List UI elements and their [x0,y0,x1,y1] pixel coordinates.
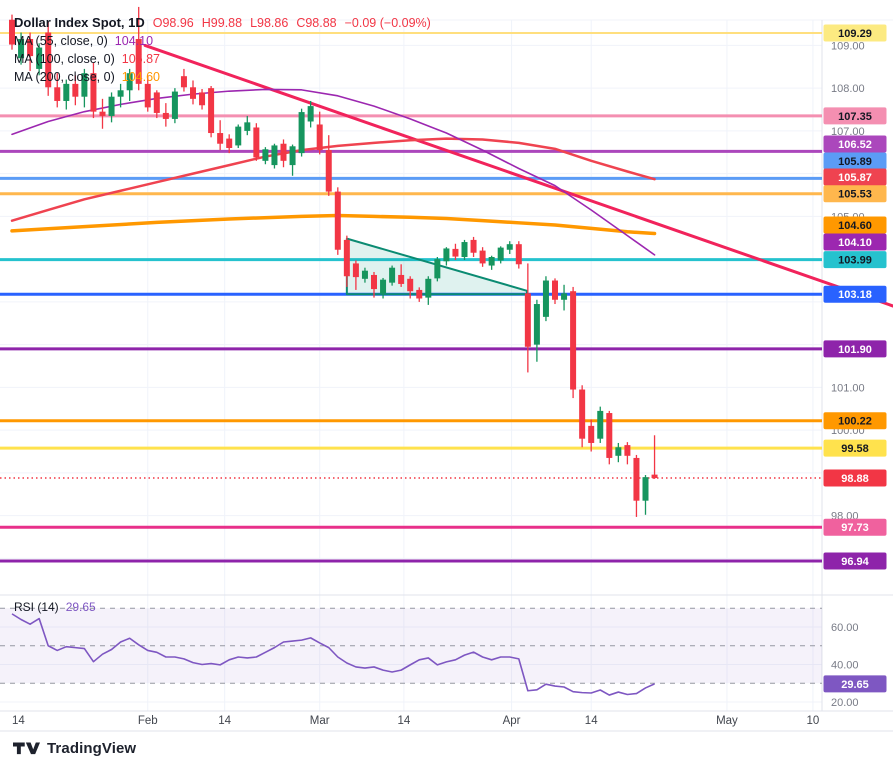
svg-text:103.18: 103.18 [838,289,872,301]
svg-text:104.60: 104.60 [838,220,872,232]
ma55-line[interactable] [11,88,656,256]
rsi-legend-row[interactable]: RSI (14) 29.65 [14,600,96,614]
price-label-99.58: 99.58 [823,439,887,457]
svg-text:105.89: 105.89 [838,156,872,168]
svg-text:101.00: 101.00 [831,382,865,394]
price-label-105.89: 105.89 [823,152,887,170]
svg-text:103.99: 103.99 [838,255,872,267]
price-label-97.73: 97.73 [823,518,887,536]
ohlc-close: C98.88 [296,16,337,30]
ohlc-open: O98.96 [152,16,194,30]
svg-text:14: 14 [397,715,410,727]
ohlc-change: −0.09 (−0.09%) [344,16,431,30]
ohlc-low: L98.86 [250,16,289,30]
ma200-line[interactable] [10,213,657,236]
rsi-pane[interactable] [0,607,822,696]
price-label-105.87: 105.87 [823,168,887,186]
svg-text:100.22: 100.22 [838,416,872,428]
svg-text:Feb: Feb [138,715,158,727]
svg-text:20.00: 20.00 [831,697,859,709]
svg-text:40.00: 40.00 [831,660,859,672]
ma200-legend-row[interactable]: MA (200, close, 0) 104.60 [14,69,431,86]
ohlc-high: H99.88 [201,16,243,30]
svg-text:May: May [716,715,738,727]
svg-text:104.10: 104.10 [838,237,872,249]
svg-text:96.94: 96.94 [841,556,869,568]
price-label-107.35: 107.35 [823,107,887,125]
candlesticks[interactable] [9,6,658,517]
svg-text:101.90: 101.90 [838,344,872,356]
svg-text:98.88: 98.88 [841,473,869,485]
grid-lines [0,20,822,711]
ma55-value: 104.10 [114,34,154,48]
svg-text:109.29: 109.29 [838,28,872,40]
symbol-ohlc-row[interactable]: Dollar Index Spot, 1D O98.96 H99.88 L98.86 C… [14,14,431,32]
svg-text:10: 10 [807,715,820,727]
rsi-value-label: 29.65 [823,675,887,693]
price-label-105.53: 105.53 [823,185,887,203]
ma200-label: MA (200, close, 0) [14,70,115,84]
price-label-104.10: 104.10 [823,233,887,251]
ma100-legend-row[interactable]: MA (100, close, 0) 105.87 [14,51,431,68]
svg-text:105.53: 105.53 [838,189,872,201]
svg-text:14: 14 [585,715,598,727]
ma55-legend-row[interactable]: MA (55, close, 0) 104.10 [14,33,431,50]
svg-text:97.73: 97.73 [841,522,869,534]
svg-text:99.58: 99.58 [841,443,869,455]
ma200-value: 104.60 [121,70,160,84]
chart-legend[interactable]: Dollar Index Spot, 1D O98.96 H99.88 L98.86 C… [14,14,431,86]
svg-text:108.00: 108.00 [831,83,865,95]
tradingview-logo-text: TradingView [47,740,137,757]
svg-text:107.35: 107.35 [838,111,872,123]
svg-text:107.00: 107.00 [831,126,865,138]
svg-text:Apr: Apr [503,715,521,727]
pane-borders [0,19,893,732]
ma100-line[interactable] [10,137,656,222]
price-label-109.29: 109.29 [823,24,887,42]
price-label-101.90: 101.90 [823,340,887,358]
svg-text:29.65: 29.65 [841,679,869,691]
price-label-98.88: 98.88 [823,469,887,487]
support-resistance-lines[interactable] [0,32,822,563]
tradingview-logo[interactable]: TradingView [13,740,136,757]
rsi-value: 29.65 [65,600,96,614]
symbol-title: Dollar Index Spot, 1D [14,15,145,30]
svg-text:105.87: 105.87 [838,172,872,184]
rsi-line [11,613,655,696]
rsi-label: RSI (14) [14,600,59,614]
price-label-104.60: 104.60 [823,216,887,234]
svg-text:Mar: Mar [310,715,330,727]
price-label-100.22: 100.22 [823,412,887,430]
price-label-96.94: 96.94 [823,552,887,570]
price-label-106.52: 106.52 [823,135,887,153]
ma100-label: MA (100, close, 0) [14,52,115,66]
price-label-103.99: 103.99 [823,251,887,269]
price-label-103.18: 103.18 [823,285,887,303]
svg-text:106.52: 106.52 [838,139,872,151]
tradingview-logo-icon [13,742,40,755]
ma100-value: 105.87 [121,52,160,66]
svg-text:14: 14 [12,715,25,727]
svg-text:60.00: 60.00 [831,622,859,634]
time-axis[interactable]: 14 Feb 14 Mar 14 Apr 14 May 10 [12,715,819,727]
svg-text:14: 14 [218,715,231,727]
ma55-label: MA (55, close, 0) [14,34,108,48]
svg-text:109.00: 109.00 [831,40,865,52]
